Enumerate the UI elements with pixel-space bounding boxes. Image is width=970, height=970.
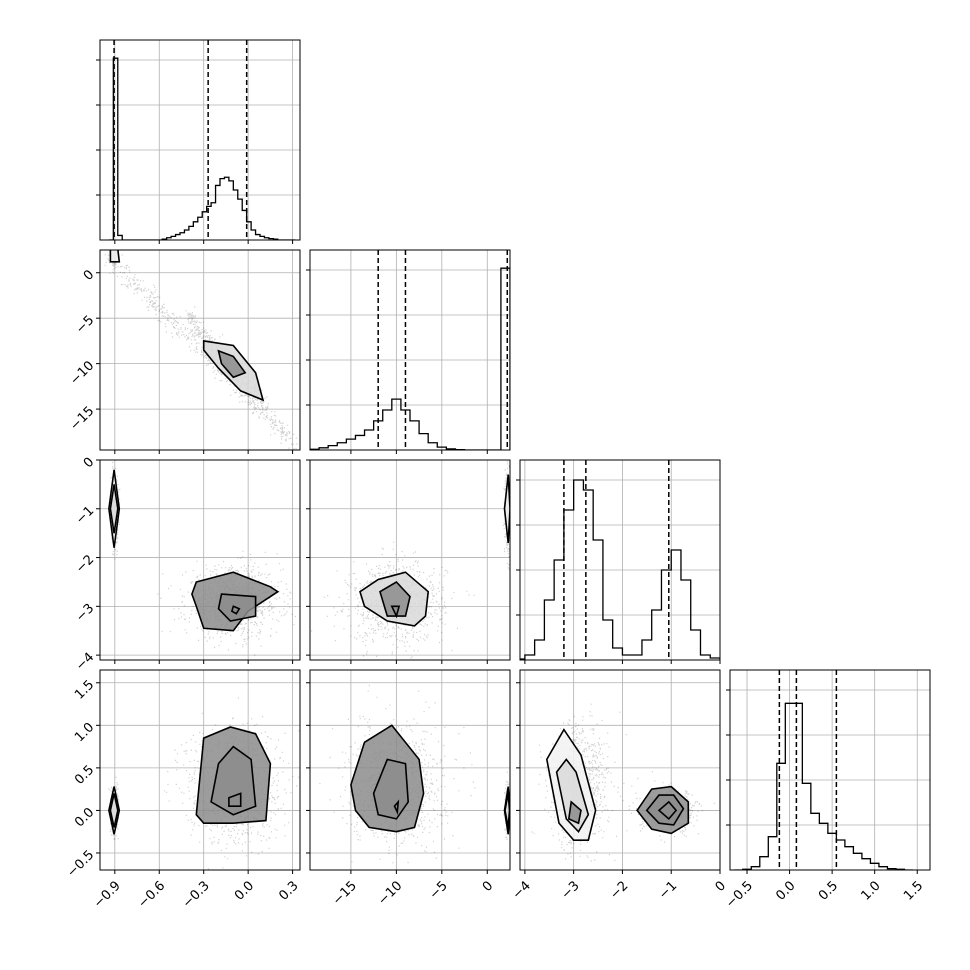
contours-3-0 — [108, 726, 272, 835]
panel-frame — [309, 459, 511, 661]
x-tick-label: 1.5 — [901, 878, 926, 903]
panel-frame — [99, 669, 301, 871]
histogram-step — [108, 57, 296, 240]
grid-lines — [100, 250, 300, 450]
y-tick-label: −15 — [67, 404, 97, 434]
contour-line — [372, 758, 410, 820]
grid-lines — [730, 670, 930, 870]
scatter-1-0 — [104, 250, 298, 450]
x-tick-label: −15 — [330, 878, 360, 908]
contours-3-2 — [545, 728, 690, 841]
contour-line — [217, 349, 247, 379]
contours-1-0 — [109, 250, 265, 402]
y-tick-label: −1 — [73, 503, 97, 527]
y-tick-label: −5 — [73, 313, 97, 337]
x-tick-label: 0.3 — [276, 878, 301, 903]
x-tick-label: −0.5 — [723, 878, 756, 911]
scatter-points — [311, 461, 510, 660]
y-tick-label: 0 — [81, 267, 97, 283]
contour-line — [390, 605, 401, 619]
panel-frame — [99, 39, 301, 241]
grid-lines — [310, 250, 510, 450]
grid-lines — [100, 459, 300, 660]
panel-frame — [99, 459, 301, 661]
contours-2-0 — [108, 469, 280, 632]
contours-2-1 — [359, 474, 510, 627]
scatter-points — [104, 250, 298, 450]
contour-line — [109, 250, 121, 263]
x-tick-label: 0 — [713, 878, 729, 894]
y-tick-label: −10 — [67, 358, 97, 388]
panel-frame — [519, 669, 721, 871]
x-tick-label: 0 — [480, 878, 496, 894]
x-tick-label: 0.5 — [816, 878, 841, 903]
histogram-step — [734, 702, 913, 870]
grid-lines — [520, 460, 721, 660]
x-tick-label: −1 — [656, 878, 680, 902]
contour-line — [228, 792, 242, 807]
y-tick-label: 1.5 — [72, 677, 97, 702]
x-tick-label: −0.3 — [180, 878, 213, 911]
y-tick-label: −2 — [73, 552, 97, 576]
y-tick-label: 1.0 — [72, 720, 97, 745]
panel-frame — [309, 669, 511, 871]
x-tick-label: −2 — [607, 878, 631, 902]
histogram-step — [310, 267, 510, 450]
y-tick-label: −3 — [73, 601, 97, 625]
x-tick-label: −0.9 — [91, 878, 124, 911]
histogram-step — [520, 479, 720, 660]
x-tick-label: −10 — [375, 878, 405, 908]
histogram-2 — [520, 460, 720, 660]
contour-line — [657, 800, 678, 821]
panel-frame — [99, 249, 301, 451]
y-tick-label: −4 — [73, 650, 97, 674]
scatter-2-1 — [311, 461, 510, 660]
contour-line — [109, 793, 119, 828]
y-tick-label: −0.5 — [64, 848, 97, 881]
panel-frame — [519, 459, 721, 661]
x-tick-label: −5 — [427, 878, 451, 902]
contour-line — [109, 484, 119, 534]
x-tick-label: 1.0 — [858, 878, 883, 903]
x-tick-label: −3 — [559, 878, 583, 902]
panel-frame — [309, 249, 511, 451]
x-tick-label: −4 — [510, 878, 534, 902]
x-tick-label: −0.6 — [135, 878, 168, 911]
contour-line — [210, 745, 257, 816]
histogram-3 — [734, 670, 913, 870]
panel-frame — [729, 669, 931, 871]
y-tick-label: 0.0 — [72, 805, 97, 830]
histogram-0 — [108, 40, 296, 240]
contour-line — [230, 605, 241, 615]
contour-line — [567, 800, 582, 825]
grid-lines — [310, 459, 510, 660]
x-tick-label: 0.0 — [773, 878, 798, 903]
contour-line — [393, 799, 400, 816]
contour-line — [503, 474, 510, 543]
scatter-points — [108, 460, 297, 660]
y-tick-label: 0 — [81, 455, 97, 471]
histogram-1 — [310, 250, 510, 450]
contours-3-1 — [350, 724, 510, 835]
scatter-2-0 — [108, 460, 297, 660]
contour-line — [379, 580, 411, 617]
y-tick-label: 0.5 — [72, 763, 97, 788]
grid-lines — [100, 40, 300, 240]
x-tick-label: 0.0 — [232, 878, 257, 903]
